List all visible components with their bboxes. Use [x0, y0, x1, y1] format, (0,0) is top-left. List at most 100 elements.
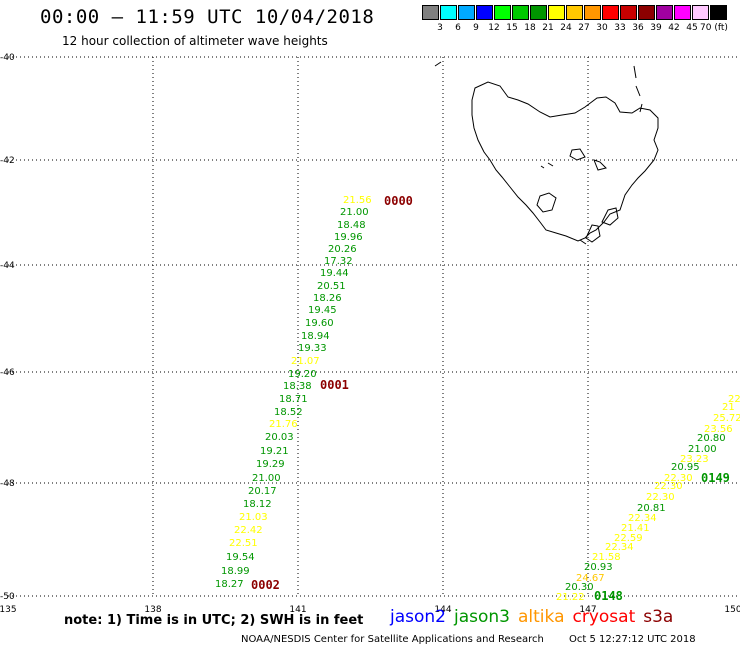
- pass-number-label: 0000: [384, 194, 413, 208]
- wave-height-label: 19.20: [288, 369, 317, 380]
- legend-label: 12: [488, 23, 500, 33]
- wave-height-label: 18.27: [215, 579, 244, 590]
- legend-swatch: [548, 5, 565, 20]
- lat-tick-label: -40: [0, 53, 15, 63]
- wave-height-label: 21.76: [269, 419, 298, 430]
- wave-height-label: 20.51: [317, 281, 346, 292]
- satellite-label-jason3: jason3: [454, 607, 510, 627]
- lon-tick-label: 147: [579, 605, 596, 615]
- wave-height-label: 18.26: [313, 293, 342, 304]
- legend-label: 42: [668, 23, 680, 33]
- legend-swatch: [458, 5, 475, 20]
- legend-swatch: [512, 5, 529, 20]
- wave-height-label: 23.56: [704, 424, 733, 435]
- wave-height-label: 19.21: [260, 446, 289, 457]
- wave-height-label: 19.96: [334, 232, 363, 243]
- legend-swatch: [494, 5, 511, 20]
- legend-label: 36: [632, 23, 644, 33]
- lon-tick-label: 141: [289, 605, 306, 615]
- wave-height-label: 22.42: [234, 525, 263, 536]
- wave-height-label: 21.56: [343, 195, 372, 206]
- wave-height-label: 21.03: [239, 512, 268, 523]
- wave-height-label: 22.30: [646, 492, 675, 503]
- pass-number-label: 0002: [251, 578, 280, 592]
- wave-height-label: 25.72: [713, 413, 740, 424]
- legend-label: 3: [437, 23, 443, 33]
- lat-tick-label: -42: [0, 156, 15, 166]
- wave-height-label: 19.33: [298, 343, 327, 354]
- wave-height-label: 21.00: [252, 473, 281, 484]
- wave-height-label: 18.38: [283, 381, 312, 392]
- wave-height-label: 18.99: [221, 566, 250, 577]
- legend-label: 39: [650, 23, 662, 33]
- wave-height-label: 20.03: [265, 432, 294, 443]
- satellite-label-s3a: s3a: [643, 607, 674, 627]
- wave-height-label: 19.60: [305, 318, 334, 329]
- footnote: note: 1) Time is in UTC; 2) SWH is in fe…: [64, 613, 364, 628]
- wave-height-label: 21.00: [340, 207, 369, 218]
- wave-height-label: 19.44: [320, 268, 349, 279]
- lat-tick-label: -44: [0, 261, 15, 271]
- legend-label: 18: [524, 23, 536, 33]
- wave-height-label: 22.51: [229, 538, 258, 549]
- observation-labels: 21.5621.0018.4819.9620.2617.3219.4420.51…: [215, 195, 740, 603]
- legend-label: 6: [455, 23, 461, 33]
- legend-label: 33: [614, 23, 626, 33]
- legend-swatch: [638, 5, 655, 20]
- wave-height-label: 22.34: [605, 542, 634, 553]
- satellite-label-jason2: jason2: [390, 607, 446, 627]
- wave-height-label: 22.30: [654, 481, 683, 492]
- legend-label: 9: [473, 23, 479, 33]
- legend-label: 70 (ft): [700, 23, 728, 33]
- wave-height-label: 22: [728, 394, 740, 405]
- wave-height-label: 20.81: [637, 503, 666, 514]
- tasmania-coastline: [434, 61, 659, 245]
- lon-tick-label: 135: [0, 605, 17, 615]
- wave-height-label: 21.22: [556, 592, 585, 603]
- lon-tick-label: 138: [144, 605, 161, 615]
- pass-labels: 0000 0001 0002 0149 0148: [251, 194, 730, 603]
- wave-height-label: 21.41: [621, 523, 650, 534]
- wave-height-label: 23.23: [680, 454, 709, 465]
- legend-label: 30: [596, 23, 608, 33]
- pass-number-label: 0149: [701, 471, 730, 485]
- wave-height-label: 22.59: [614, 533, 643, 544]
- wave-height-label: 24.67: [576, 573, 605, 584]
- wave-height-label: 19.45: [308, 305, 337, 316]
- legend-label: 24: [560, 23, 572, 33]
- legend-swatch: [656, 5, 673, 20]
- wave-height-label: 21.58: [592, 552, 621, 563]
- lat-tick-label: -48: [0, 479, 15, 489]
- wave-height-label: 21: [722, 402, 735, 413]
- legend-label: 21: [542, 23, 554, 33]
- legend-swatch: [530, 5, 547, 20]
- wave-height-label: 20.93: [584, 562, 613, 573]
- legend-swatch: [620, 5, 637, 20]
- legend-label: 45: [686, 23, 698, 33]
- map-subtitle: 12 hour collection of altimeter wave hei…: [62, 34, 328, 48]
- wave-height-label: 20.17: [248, 486, 277, 497]
- wave-height-label: 21.00: [688, 444, 717, 455]
- lat-tick-label: -46: [0, 368, 15, 378]
- wave-height-label: 20.30: [565, 582, 594, 593]
- wave-height-label: 21.07: [291, 356, 320, 367]
- legend-swatch: [422, 5, 439, 20]
- legend-swatch: [476, 5, 493, 20]
- wave-height-label: 20.26: [328, 244, 357, 255]
- satellite-legend: jason2 jason3 altika cryosat s3a: [390, 607, 681, 627]
- legend-swatch: [692, 5, 709, 20]
- legend-swatch: [566, 5, 583, 20]
- wave-height-label: 18.71: [279, 394, 308, 405]
- map-title: 00:00 – 11:59 UTC 10/04/2018: [40, 6, 375, 28]
- legend-swatch: [674, 5, 691, 20]
- lon-tick-label: 150: [724, 605, 740, 615]
- credit-line: NOAA/NESDIS Center for Satellite Applica…: [241, 634, 696, 645]
- wave-height-label: 20.95: [671, 462, 700, 473]
- wave-height-label: 19.29: [256, 459, 285, 470]
- legend-swatch: [584, 5, 601, 20]
- pass-number-label: 0001: [320, 378, 349, 392]
- pass-number-label: 0148: [594, 589, 623, 603]
- wave-height-label: 22.30: [664, 473, 693, 484]
- lat-tick-label: -50: [0, 592, 15, 602]
